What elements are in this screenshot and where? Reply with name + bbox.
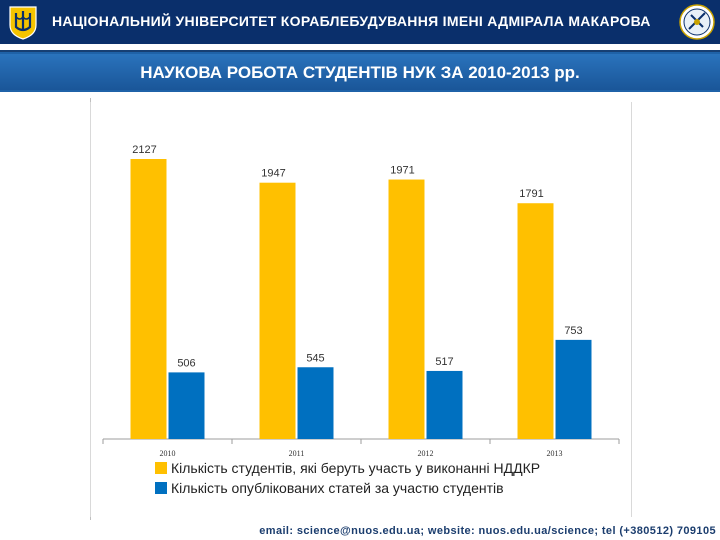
bar (259, 182, 296, 439)
chart-area: 2127 506 2010 1947 545 2011 1971 517 2012 1791 753… (90, 102, 632, 517)
bar (555, 339, 592, 439)
data-label: 2127 (132, 144, 156, 156)
bar (426, 370, 463, 439)
bar (297, 367, 334, 439)
legend-label: Кількість опублікованих статей за участю… (171, 480, 504, 496)
legend-swatch (155, 482, 167, 494)
bar-chart: 2127 506 2010 1947 545 2011 1971 517 2012 1791 753… (102, 144, 620, 496)
header-bar: НАЦІОНАЛЬНИЙ УНІВЕРСИТЕТ КОРАБЛЕБУДУВАНН… (0, 0, 720, 44)
data-label: 1947 (261, 168, 285, 180)
x-tick-label: 2010 (160, 449, 176, 458)
x-tick-label: 2013 (547, 449, 563, 458)
legend-label: Кількість студентів, які беруть участь у… (171, 460, 540, 476)
university-logo-icon (9, 6, 37, 40)
bar (168, 372, 205, 439)
data-label: 506 (177, 357, 195, 369)
footer: email: science@nuos.edu.ua; website: nuo… (0, 522, 720, 540)
legend-swatch (155, 462, 167, 474)
data-label: 1791 (519, 188, 543, 200)
bar (130, 159, 167, 439)
footer-contact: email: science@nuos.edu.ua; website: nuo… (259, 525, 716, 537)
data-label: 753 (564, 325, 582, 337)
data-label: 517 (435, 356, 453, 368)
x-tick-label: 2011 (289, 449, 305, 458)
bar (388, 179, 425, 440)
title-band-fill: НАУКОВА РОБОТА СТУДЕНТІВ НУК ЗА 2010-201… (0, 54, 720, 90)
university-name: НАЦІОНАЛЬНИЙ УНІВЕРСИТЕТ КОРАБЛЕБУДУВАНН… (52, 13, 651, 29)
slide-title: НАУКОВА РОБОТА СТУДЕНТІВ НУК ЗА 2010-201… (140, 63, 580, 82)
data-label: 545 (306, 352, 324, 364)
bar (517, 203, 554, 439)
title-band: НАУКОВА РОБОТА СТУДЕНТІВ НУК ЗА 2010-201… (0, 50, 720, 92)
science-emblem-icon (679, 4, 715, 40)
data-label: 1971 (390, 165, 414, 177)
x-tick-label: 2012 (418, 449, 434, 458)
